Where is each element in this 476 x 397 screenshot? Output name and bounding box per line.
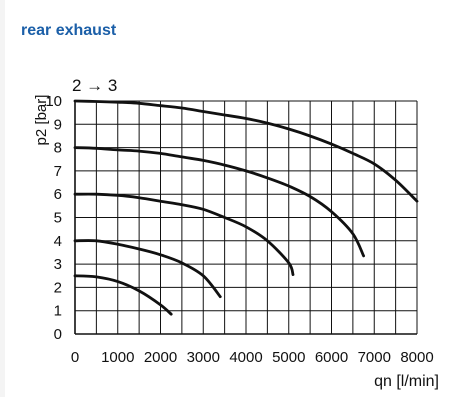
x-tick-label: 1000 [101,349,134,366]
y-tick-label: 8 [54,140,62,157]
x-tick-label: 4000 [229,349,262,366]
y-tick-label: 6 [54,186,62,203]
y-tick-label: 1 [54,303,62,320]
x-tick-label: 8000 [400,349,433,366]
chart-series [73,99,419,316]
chart-annotation: 2 → 3 [72,76,117,95]
left-border [0,0,5,397]
y-tick-label: 4 [54,233,62,250]
y-tick-label: 7 [54,163,62,180]
y-tick-label: 10 [45,93,62,110]
series-line [73,192,295,276]
y-tick-label: 2 [54,279,62,296]
page-title: rear exhaust [21,22,117,39]
x-axis-label: qn [l/min] [374,373,439,390]
series-line [73,99,419,203]
x-tick-label: 6000 [315,349,348,366]
series-line [73,146,365,258]
chart-labels: 0 1000 2000 3000 4000 5000 6000 7000 8000 0 1 2 3 4 5 6… [45,93,433,366]
y-tick-label: 9 [54,116,62,133]
y-axis-label: p2 [bar] [33,95,50,146]
chart-grid [74,100,418,335]
y-tick-label: 5 [54,210,62,227]
x-tick-label: 5000 [272,349,305,366]
x-tick-label: 7000 [358,349,391,366]
y-tick-label: 3 [54,256,62,273]
series-line [73,274,173,316]
x-tick-label: 2000 [144,349,177,366]
x-tick-label: 3000 [187,349,220,366]
series-line [73,239,222,299]
y-tick-label: 0 [54,326,62,343]
x-tick-label: 0 [71,349,79,366]
